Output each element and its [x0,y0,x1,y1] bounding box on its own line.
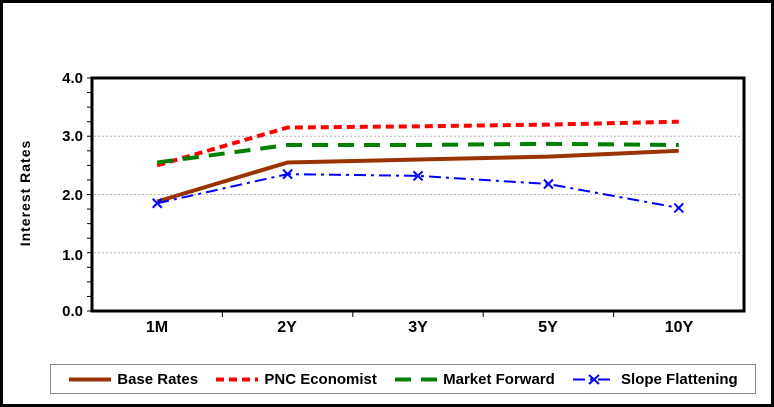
market-forward-line-icon [395,377,438,381]
pnc-economist-line-icon [216,377,259,381]
x-tick-label: 2Y [277,319,297,336]
legend-item-market-forward: Market Forward [394,371,555,388]
y-tick-label: 0.0 [62,303,83,320]
legend-item-pnc-economist: PNC Economist [215,371,377,388]
x-tick-label: 5Y [538,319,558,336]
y-tick-label: 2.0 [62,187,83,204]
x-tick-label: 10Y [664,319,694,336]
legend-label: Market Forward [443,370,555,388]
legend-label: Base Rates [117,370,199,388]
base-rates-line-icon [69,377,112,381]
legend: Base Rates PNC Economist Market Forward … [50,364,756,394]
x-tick-label: 3Y [408,319,428,336]
slope-flattening-line-icon [573,373,616,385]
y-tick-label: 4.0 [62,70,83,87]
y-tick-label: 1.0 [62,247,83,264]
plot-area [87,76,746,317]
y-axis-title: Interest Rates [17,139,33,247]
legend-label: PNC Economist [264,370,377,388]
legend-item-slope-flattening: Slope Flattening [572,371,738,388]
y-tick-label: 3.0 [62,128,83,145]
legend-label: Slope Flattening [621,370,738,388]
legend-item-base-rates: Base Rates [68,371,198,388]
x-tick-label: 1M [145,319,169,336]
